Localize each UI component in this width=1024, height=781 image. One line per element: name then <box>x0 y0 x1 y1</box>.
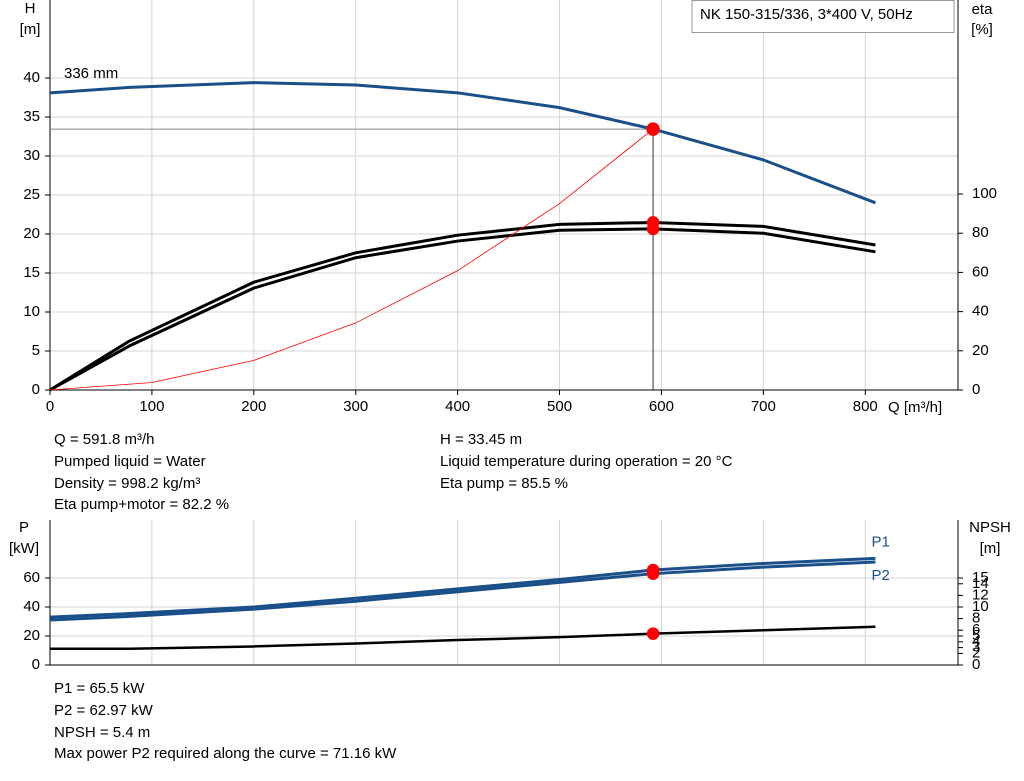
series-label: P1 <box>871 533 889 550</box>
y2-tick-label: 4 <box>972 633 980 650</box>
y2-tick-label: 15 <box>972 569 989 586</box>
y-tick-label: 20 <box>23 225 40 242</box>
info-text: Eta pump = 85.5 % <box>440 475 568 492</box>
y2-tick-label: 14 <box>972 575 989 592</box>
y-tick-label: 60 <box>23 569 40 586</box>
y2-axis-label: eta <box>972 1 994 18</box>
y-tick-label: 40 <box>23 69 40 86</box>
series-line <box>49 128 654 391</box>
curve-annotation: 336 mm <box>64 65 118 82</box>
series-line <box>49 81 876 205</box>
series-line <box>49 560 876 622</box>
grid-layer: 0 100 200 300 400 500 600 700 800051015202530354… <box>23 0 997 673</box>
operating-point-marker <box>646 567 660 580</box>
y2-axis-label: NPSH <box>969 519 1011 536</box>
y-tick-label: 25 <box>23 186 40 203</box>
y2-tick-label: 10 <box>972 598 989 615</box>
info-text: Liquid temperature during operation = 20… <box>440 453 733 470</box>
info-text: Eta pump+motor = 82.2 % <box>54 496 229 513</box>
y-tick-label: 15 <box>23 264 40 281</box>
y-tick-label: 30 <box>23 147 40 164</box>
info-text: P2 = 62.97 kW <box>54 702 154 719</box>
series-line <box>49 556 876 619</box>
series-label: P2 <box>871 567 889 584</box>
y2-tick-label: 12 <box>972 586 989 603</box>
info-text: NPSH = 5.4 m <box>54 724 150 741</box>
y2-tick-label: 0 <box>972 656 980 673</box>
x-tick-label: 600 <box>649 398 674 415</box>
y-axis-unit: [kW] <box>9 540 39 557</box>
series-line <box>49 227 876 392</box>
y-tick-label: 40 <box>23 598 40 615</box>
y-tick-label: 10 <box>23 303 40 320</box>
marks-layer: P1 P2 <box>49 81 890 651</box>
y2-tick-label: 6 <box>972 621 980 638</box>
x-tick-label: 800 <box>853 398 878 415</box>
operating-point-marker <box>646 222 660 236</box>
info-text: Max power P2 required along the curve = … <box>54 745 397 762</box>
y2-tick-label: 8 <box>972 610 980 627</box>
y2-axis-unit: [%] <box>971 21 993 38</box>
y2-axis-unit: [m] <box>980 540 1001 557</box>
y2-tick-label: 5 <box>972 627 980 644</box>
operating-point-marker <box>646 122 660 136</box>
series-line <box>49 220 876 392</box>
y-axis-unit: [m] <box>20 21 41 38</box>
y2-tick-label: 2 <box>972 644 980 661</box>
x-tick-label: 0 <box>46 398 54 415</box>
y2-tick-label: 20 <box>972 342 989 359</box>
title-box <box>691 0 955 33</box>
x-tick-label: 500 <box>547 398 572 415</box>
info-text: H = 33.45 m <box>440 431 522 448</box>
operating-point-marker <box>646 627 660 640</box>
x-axis-label: Q [m³/h] <box>888 399 942 416</box>
info-text: Density = 998.2 kg/m³ <box>54 475 200 492</box>
x-tick-label: 400 <box>445 398 470 415</box>
y-tick-label: 0 <box>32 381 40 398</box>
info-text: P1 = 65.5 kW <box>54 680 145 697</box>
y2-tick-label: 0 <box>972 381 980 398</box>
y-axis-label: P <box>19 519 29 536</box>
y-axis-label: H <box>25 0 36 17</box>
x-tick-label: 300 <box>343 398 368 415</box>
y2-tick-label: 60 <box>972 263 989 280</box>
x-tick-label: 100 <box>139 398 164 415</box>
y-tick-label: 35 <box>23 108 40 125</box>
info-text: Pumped liquid = Water <box>54 453 206 470</box>
y-tick-label: 5 <box>32 342 40 359</box>
y2-tick-label: 100 <box>972 185 997 202</box>
series-line <box>50 625 876 651</box>
y-tick-label: 20 <box>23 627 40 644</box>
x-tick-label: 700 <box>751 398 776 415</box>
y2-tick-label: 80 <box>972 224 989 241</box>
chart-title: NK 150-315/336, 3*400 V, 50Hz <box>700 6 913 23</box>
y2-tick-label: 3 <box>972 639 980 656</box>
y-tick-label: 0 <box>32 656 40 673</box>
info-text: Q = 591.8 m³/h <box>54 431 154 448</box>
y2-tick-label: 40 <box>972 303 989 320</box>
x-tick-label: 200 <box>241 398 266 415</box>
